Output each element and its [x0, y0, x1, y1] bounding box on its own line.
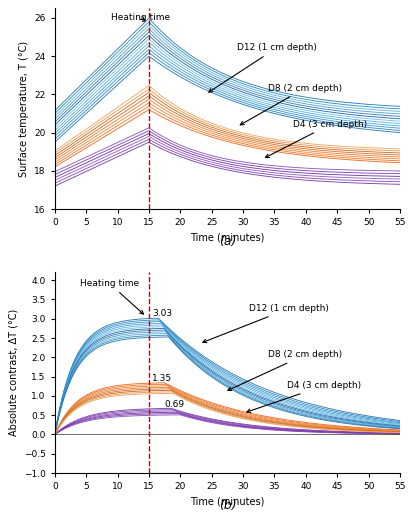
Text: D4 (3 cm depth): D4 (3 cm depth)	[246, 381, 360, 413]
Y-axis label: Surface temperature, T (°C): Surface temperature, T (°C)	[19, 41, 28, 177]
Text: 1.35: 1.35	[152, 374, 172, 383]
X-axis label: Time (minutes): Time (minutes)	[190, 497, 264, 507]
Text: D8 (2 cm depth): D8 (2 cm depth)	[240, 84, 342, 125]
Text: 0.69: 0.69	[164, 401, 184, 409]
Text: D4 (3 cm depth): D4 (3 cm depth)	[265, 120, 366, 158]
Text: (b): (b)	[218, 499, 235, 512]
Text: D12 (1 cm depth): D12 (1 cm depth)	[208, 43, 316, 92]
X-axis label: Time (minutes): Time (minutes)	[190, 233, 264, 242]
Text: D8 (2 cm depth): D8 (2 cm depth)	[227, 351, 342, 390]
Text: 3.03: 3.03	[152, 309, 172, 317]
Text: Heating time: Heating time	[111, 13, 170, 22]
Text: (a): (a)	[218, 235, 235, 248]
Text: Heating time: Heating time	[80, 279, 143, 314]
Y-axis label: Absolute contrast, ΔT (°C): Absolute contrast, ΔT (°C)	[8, 309, 18, 436]
Text: D12 (1 cm depth): D12 (1 cm depth)	[202, 304, 328, 343]
